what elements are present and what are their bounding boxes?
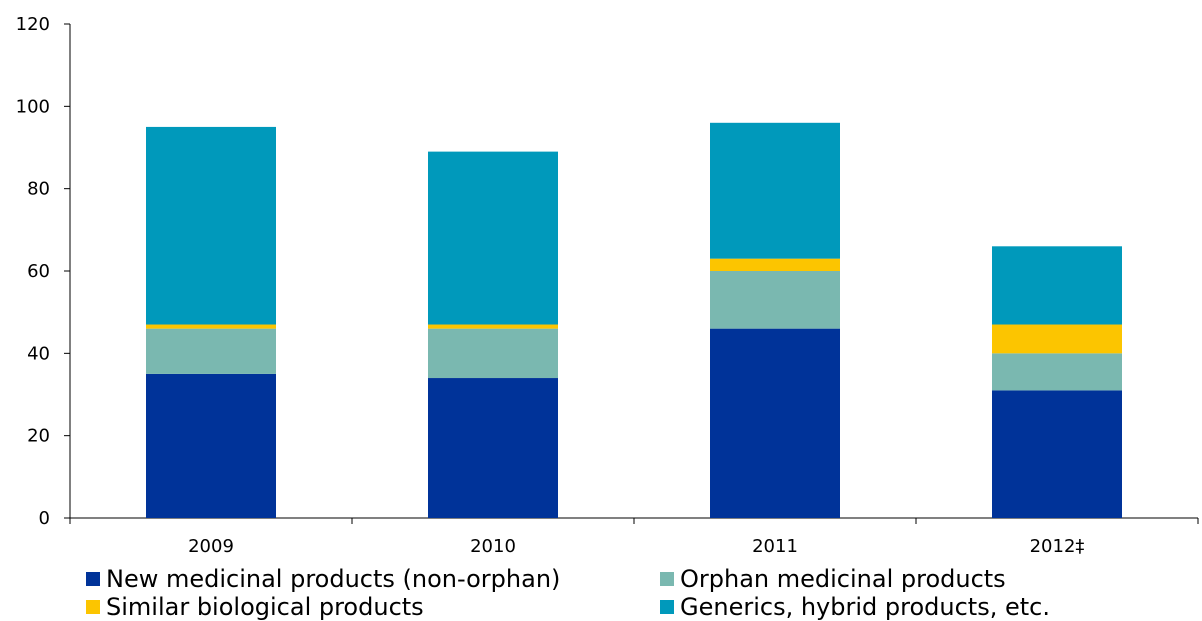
y-tick-label: 120 [16, 14, 50, 35]
bar-segment-3 [146, 324, 276, 329]
y-tick-label: 40 [27, 343, 50, 364]
legend-item-generics: Generics, hybrid products, etc. [660, 593, 1050, 621]
x-tick-label: 2012‡ [1030, 536, 1085, 557]
bar-segment-2 [710, 271, 840, 329]
legend-swatch-similar-biological [86, 600, 100, 614]
bar-segment-4 [710, 122, 840, 259]
legend-swatch-generics [660, 600, 674, 614]
legend-swatch-new-medicinal [86, 572, 100, 586]
x-axis: 2009 2010 2011 2012‡ [69, 517, 1199, 557]
bar-segment-3 [428, 324, 558, 329]
bar-segment-2 [992, 353, 1122, 391]
legend: New medicinal products (non-orphan) Orph… [0, 565, 1202, 621]
y-tick-label: 60 [27, 261, 50, 282]
y-tick-label: 0 [39, 508, 50, 529]
bar-segment-4 [992, 246, 1122, 325]
y-tick-label: 100 [16, 96, 50, 117]
x-tick-label: 2011 [752, 536, 798, 557]
y-axis: 0 20 40 60 80 100 120 [16, 14, 71, 529]
legend-item-similar-biological: Similar biological products [86, 593, 424, 621]
x-tick-label: 2009 [188, 536, 234, 557]
bar-segment-3 [992, 324, 1122, 354]
bar-segment-2 [146, 328, 276, 374]
legend-label-new-medicinal: New medicinal products (non-orphan) [106, 565, 561, 593]
bar-segment-4 [428, 151, 558, 325]
legend-swatch-orphan [660, 572, 674, 586]
legend-label-orphan: Orphan medicinal products [680, 565, 1006, 593]
bar-segment-3 [710, 258, 840, 271]
y-tick-label: 20 [27, 426, 50, 447]
legend-item-new-medicinal: New medicinal products (non-orphan) [86, 565, 560, 593]
stacked-bar-chart: 0 20 40 60 80 100 120 2009 2010 2011 2012‡ [16, 14, 1199, 557]
bar-segment-1 [992, 390, 1122, 518]
x-tick-label: 2010 [470, 536, 516, 557]
bars [146, 122, 1122, 518]
legend-item-orphan: Orphan medicinal products [660, 565, 1006, 593]
bar-segment-2 [428, 328, 558, 379]
bar-segment-4 [146, 126, 276, 325]
y-tick-label: 80 [27, 179, 50, 200]
bar-segment-1 [428, 378, 558, 518]
bar-segment-1 [710, 328, 840, 518]
bar-segment-1 [146, 373, 276, 518]
legend-label-similar-biological: Similar biological products [106, 593, 424, 621]
legend-label-generics: Generics, hybrid products, etc. [680, 593, 1050, 621]
